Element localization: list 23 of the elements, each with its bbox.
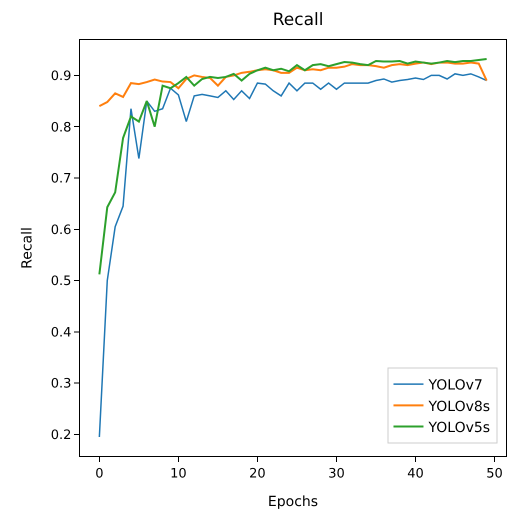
y-tick-label: 0.8 — [50, 120, 72, 136]
line-series — [98, 62, 488, 108]
y-tick-label: 0.9 — [50, 68, 72, 84]
legend-label: YOLOv5s — [427, 420, 490, 436]
y-axis-title: Recall — [19, 227, 36, 269]
x-tick-label: 0 — [95, 466, 104, 482]
y-tick-label: 0.6 — [50, 222, 72, 238]
line-series — [98, 73, 488, 438]
x-tick-label: 10 — [170, 466, 187, 482]
y-tick-label: 0.5 — [50, 274, 72, 290]
y-tick-label: 0.3 — [50, 376, 72, 392]
legend-label: YOLOv8s — [427, 398, 490, 415]
x-tick-label: 50 — [486, 466, 503, 482]
x-tick-label: 20 — [249, 466, 266, 482]
x-tick-label: 30 — [328, 466, 345, 482]
chart-title: Recall — [272, 10, 324, 30]
y-tick-label: 0.7 — [50, 172, 72, 187]
x-tick-label: 40 — [407, 466, 424, 482]
x-axis-title: Epochs — [268, 494, 318, 510]
y-tick-label: 0.4 — [50, 325, 72, 340]
y-tick-label: 0.2 — [50, 428, 72, 444]
legend-label: YOLOv7 — [427, 378, 483, 394]
line-series — [98, 58, 488, 276]
